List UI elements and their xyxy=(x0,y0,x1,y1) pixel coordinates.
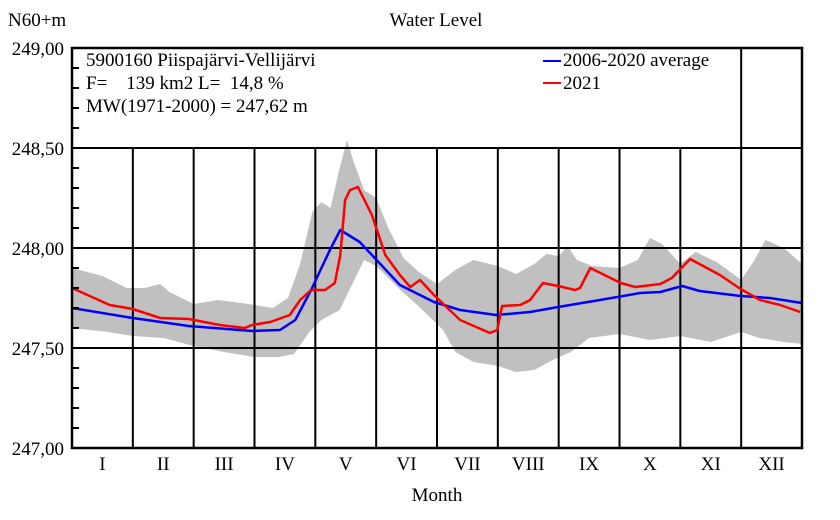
x-tick-label: VIII xyxy=(512,454,545,475)
station-name: 5900160 Piispajärvi-Vellijärvi xyxy=(86,50,316,71)
x-tick-label: IX xyxy=(579,454,599,475)
y-axis-ticks: 247,00 247,50 248,00 248,50 249,00 xyxy=(12,39,79,460)
y-tick-label: 247,50 xyxy=(12,339,64,360)
x-tick-label: V xyxy=(339,454,353,475)
y-tick-label: 247,00 xyxy=(12,439,64,460)
x-tick-label: VI xyxy=(397,454,417,475)
x-axis-label: Month xyxy=(412,485,463,506)
x-tick-label: IV xyxy=(275,454,295,475)
x-tick-label: XI xyxy=(701,454,721,475)
x-tick-label: XII xyxy=(758,454,784,475)
y-tick-label: 248,00 xyxy=(12,239,64,260)
x-tick-label: VII xyxy=(454,454,480,475)
y-tick-label: 249,00 xyxy=(12,39,64,60)
y-tick-label: 248,50 xyxy=(12,139,64,160)
series-line-2021 xyxy=(71,185,801,335)
legend: 2006-2020 average 2021 xyxy=(543,50,709,94)
x-axis-ticks: I II III IV V VI VII VIII IX X XI XII xyxy=(99,454,785,475)
station-area: F= 139 km2 L= 14,8 % xyxy=(86,73,284,94)
series-line-2006-2020-average xyxy=(71,228,803,333)
x-tick-label: X xyxy=(643,454,657,475)
station-mean-water: MW(1971-2000) = 247,62 m xyxy=(86,96,308,117)
legend-label-average: 2006-2020 average xyxy=(563,50,709,71)
x-tick-label: III xyxy=(215,454,234,475)
chart-title: Water Level xyxy=(390,10,483,31)
series-lines xyxy=(71,185,803,335)
legend-label-2021: 2021 xyxy=(563,73,601,94)
x-tick-label: II xyxy=(157,454,170,475)
x-tick-label: I xyxy=(99,454,105,475)
y-axis-unit-label: N60+m xyxy=(8,10,66,31)
station-info: 5900160 Piispajärvi-Vellijärvi F= 139 km… xyxy=(86,50,316,117)
